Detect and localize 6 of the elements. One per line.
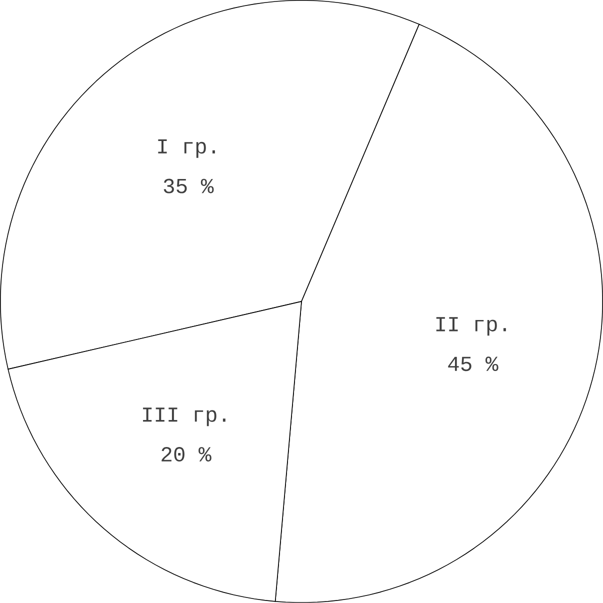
data-label: 20 % — [162, 447, 212, 462]
slice-label: I гр. — [158, 139, 215, 158]
data-label: 35 % — [164, 178, 214, 194]
slice-label: II гр. — [436, 317, 506, 336]
data-label: 45 % — [448, 356, 498, 372]
slice-label: III гр. — [143, 408, 226, 426]
